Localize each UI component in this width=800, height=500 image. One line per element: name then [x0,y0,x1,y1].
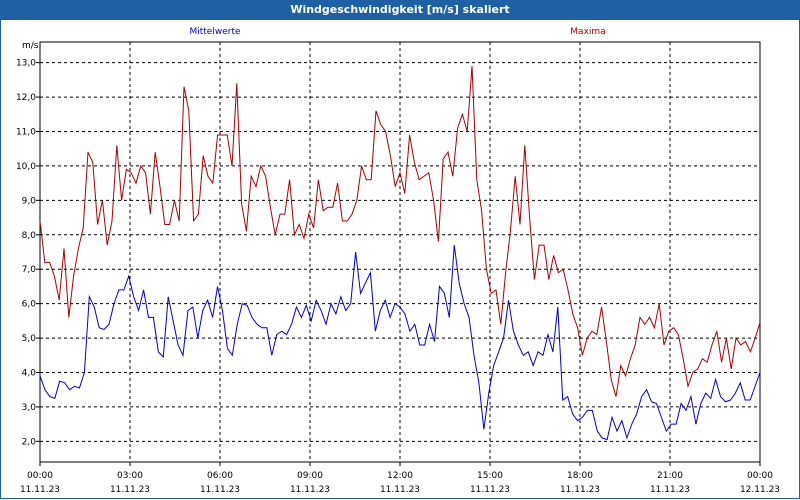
x-tick-date-label: 11.11.23 [290,485,330,495]
x-tick-time-label: 09:00 [297,471,323,481]
x-tick-time-label: 15:00 [477,471,503,481]
x-tick-date-label: 11.11.23 [650,485,690,495]
y-tick-label: 4,0 [22,368,37,378]
y-tick-label: 2,0 [22,437,37,447]
series-line-maxima [39,66,761,397]
series-line-mittelwerte [39,245,761,441]
x-tick-date-label: 12.11.23 [740,485,780,495]
x-tick-time-label: 18:00 [567,471,593,481]
legend-maxima: Maxima [570,27,605,37]
x-tick-date-label: 11.11.23 [110,485,150,495]
y-tick-label: 8,0 [22,231,37,241]
y-axis-unit-label: m/s [22,41,39,51]
x-tick-time-label: 03:00 [117,471,143,481]
grid-lines [40,42,760,462]
chart-window-title: Windgeschwindigkeit [m/s] skaliert [0,0,800,20]
x-tick-time-label: 06:00 [207,471,233,481]
y-tick-label: 3,0 [22,403,37,413]
x-tick-date-label: 11.11.23 [20,485,60,495]
y-tick-label: 12,0 [16,93,36,103]
y-tick-label: 6,0 [22,300,37,310]
x-tick-date-label: 11.11.23 [200,485,240,495]
x-axis-ticks: 00:00 11.11.23 03:00 11.11.23 06:00 11.11.23 0… [20,462,780,495]
y-tick-label: 13,0 [16,59,36,69]
series-lines [39,66,761,441]
x-tick-date-label: 11.11.23 [380,485,420,495]
x-tick-time-label: 21:00 [657,471,683,481]
x-tick-time-label: 00:00 [27,471,53,481]
y-axis-ticks: 2,0 3,0 4,0 5,0 6,0 7,0 8,0 9,0 10,0 11,0 12,0 13,0 [16,59,40,447]
y-tick-label: 5,0 [22,334,37,344]
y-tick-label: 11,0 [16,128,36,138]
x-tick-time-label: 00:00 [747,471,773,481]
y-tick-label: 10,0 [16,162,36,172]
y-tick-label: 7,0 [22,265,37,275]
x-tick-time-label: 12:00 [387,471,413,481]
y-tick-label: 9,0 [22,196,37,206]
x-tick-date-label: 11.11.23 [470,485,510,495]
x-tick-date-label: 11.11.23 [560,485,600,495]
legend-mittelwerte: Mittelwerte [189,27,240,37]
